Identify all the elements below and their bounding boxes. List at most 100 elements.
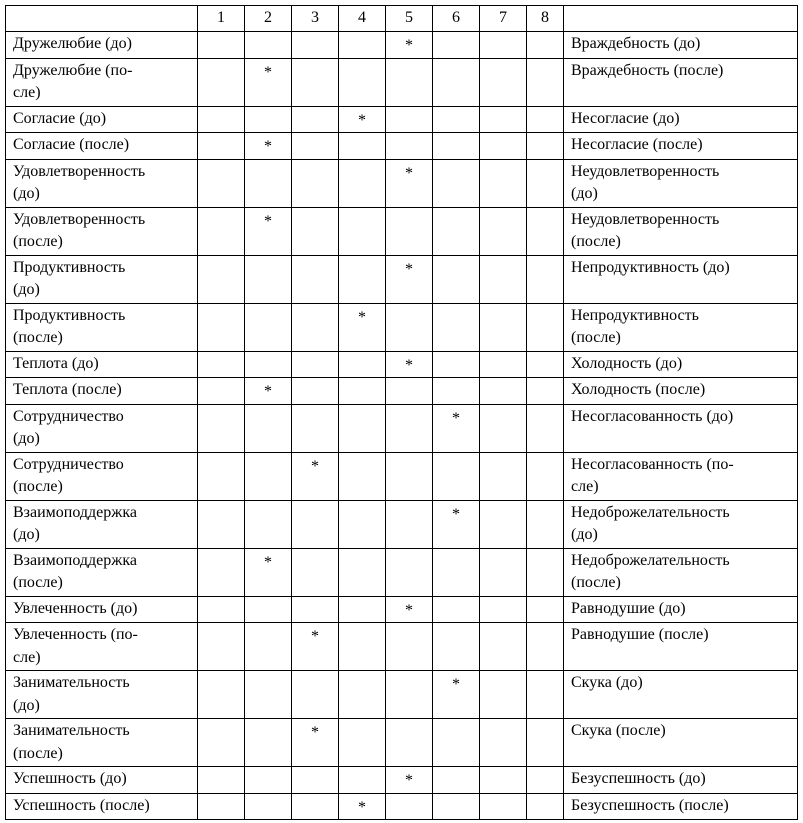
rating-cell xyxy=(291,670,339,719)
table-row: Продуктивность (после) * Непродуктивность … xyxy=(5,302,798,352)
rating-cell xyxy=(432,206,480,256)
rating-cell xyxy=(385,57,433,107)
negative-pole-label: Недоброжелательность (после) xyxy=(563,547,798,597)
negative-pole-label: Несогласованность (по- сле) xyxy=(563,451,798,501)
rating-cell xyxy=(197,547,245,597)
rating-marker: * xyxy=(244,377,292,405)
rating-cell xyxy=(479,31,527,59)
rating-cell xyxy=(479,403,527,453)
rating-cell xyxy=(479,350,527,378)
table-row: Удовлетворенность (после) * Неудовлетворен… xyxy=(5,206,798,256)
rating-cell xyxy=(197,766,245,794)
rating-marker: * xyxy=(338,792,386,820)
rating-cell xyxy=(338,718,386,767)
positive-pole-label: Сотрудничество (после) xyxy=(5,451,198,501)
rating-cell xyxy=(479,302,527,352)
rating-cell xyxy=(526,766,564,794)
rating-cell xyxy=(291,302,339,352)
rating-cell xyxy=(526,499,564,549)
rating-cell xyxy=(432,451,480,501)
positive-pole-label: Взаимоподдержка (до) xyxy=(5,499,198,549)
positive-pole-label: Увлеченность (по- сле) xyxy=(5,622,198,671)
table-row: Продуктивность (до) * Непродуктивность (до… xyxy=(5,254,798,304)
rating-cell xyxy=(432,622,480,671)
rating-cell xyxy=(291,792,339,820)
negative-pole-label: Несогласие (до) xyxy=(563,105,798,133)
positive-pole-label: Теплота (после) xyxy=(5,377,198,405)
rating-cell xyxy=(197,57,245,107)
rating-cell xyxy=(197,718,245,767)
rating-cell xyxy=(338,350,386,378)
rating-cell xyxy=(526,302,564,352)
rating-cell xyxy=(526,547,564,597)
rating-cell xyxy=(197,499,245,549)
rating-cell xyxy=(526,451,564,501)
negative-pole-label: Холодность (до) xyxy=(563,350,798,378)
rating-cell xyxy=(526,105,564,133)
rating-cell xyxy=(479,206,527,256)
negative-pole-label: Несогласованность (до) xyxy=(563,403,798,453)
positive-pole-label: Продуктивность (после) xyxy=(5,302,198,352)
positive-pole-label: Дружелюбие (по- сле) xyxy=(5,57,198,107)
rating-cell xyxy=(432,766,480,794)
positive-pole-label: Теплота (до) xyxy=(5,350,198,378)
table-row: Взаимоподдержка (до) * Недоброжелательност… xyxy=(5,499,798,549)
table-row: Увлеченность (до) * Равнодушие (до) xyxy=(5,595,798,623)
table-row: Успешность (после) * Безуспешность (после) xyxy=(5,792,798,820)
rating-cell xyxy=(291,403,339,453)
rating-cell xyxy=(197,302,245,352)
rating-cell xyxy=(338,595,386,623)
positive-pole-label: Сотрудничество (до) xyxy=(5,403,198,453)
rating-marker: * xyxy=(244,206,292,256)
positive-pole-label: Согласие (после) xyxy=(5,132,198,160)
header-cell: 7 xyxy=(479,5,527,32)
rating-marker: * xyxy=(385,158,433,208)
header-cell: 1 xyxy=(197,5,245,32)
semantic-differential-table: 1 2 3 4 5 6 7 8 Дружелюбие (до) * Враждебн… xyxy=(5,5,798,820)
rating-cell xyxy=(338,766,386,794)
rating-cell xyxy=(338,499,386,549)
rating-cell xyxy=(479,547,527,597)
rating-marker: * xyxy=(338,302,386,352)
table-row: Теплота (после) * Холодность (после) xyxy=(5,377,798,405)
rating-cell xyxy=(338,377,386,405)
rating-cell xyxy=(479,499,527,549)
rating-cell xyxy=(385,105,433,133)
header-cell: 8 xyxy=(526,5,564,32)
positive-pole-label: Продуктивность (до) xyxy=(5,254,198,304)
rating-cell xyxy=(385,547,433,597)
rating-cell xyxy=(291,31,339,59)
table-row: Дружелюбие (по- сле) * Враждебность (после… xyxy=(5,57,798,107)
rating-cell xyxy=(338,31,386,59)
rating-cell xyxy=(385,499,433,549)
rating-marker: * xyxy=(385,254,433,304)
rating-cell xyxy=(244,350,292,378)
negative-pole-label: Непродуктивность (до) xyxy=(563,254,798,304)
rating-cell xyxy=(432,302,480,352)
table-row: Сотрудничество (до) * Несогласованность (д… xyxy=(5,403,798,453)
rating-cell xyxy=(432,158,480,208)
header-cell: 4 xyxy=(338,5,386,32)
rating-cell xyxy=(244,670,292,719)
rating-cell xyxy=(385,622,433,671)
rating-cell xyxy=(526,792,564,820)
rating-cell xyxy=(385,132,433,160)
table-row: Удовлетворенность (до) * Неудовлетвореннос… xyxy=(5,158,798,208)
rating-cell xyxy=(526,595,564,623)
rating-cell xyxy=(479,451,527,501)
rating-marker: * xyxy=(291,451,339,501)
positive-pole-label: Увлеченность (до) xyxy=(5,595,198,623)
rating-marker: * xyxy=(385,350,433,378)
rating-cell xyxy=(385,451,433,501)
rating-cell xyxy=(479,595,527,623)
rating-cell xyxy=(526,403,564,453)
rating-cell xyxy=(432,105,480,133)
table-row: Занимательность (до) * Скука (до) xyxy=(5,670,798,719)
rating-cell xyxy=(197,622,245,671)
header-cell xyxy=(5,5,198,32)
rating-cell xyxy=(526,254,564,304)
table-row: Занимательность (после) * Скука (после) xyxy=(5,718,798,767)
positive-pole-label: Удовлетворенность (до) xyxy=(5,158,198,208)
rating-cell xyxy=(479,766,527,794)
rating-cell xyxy=(479,105,527,133)
